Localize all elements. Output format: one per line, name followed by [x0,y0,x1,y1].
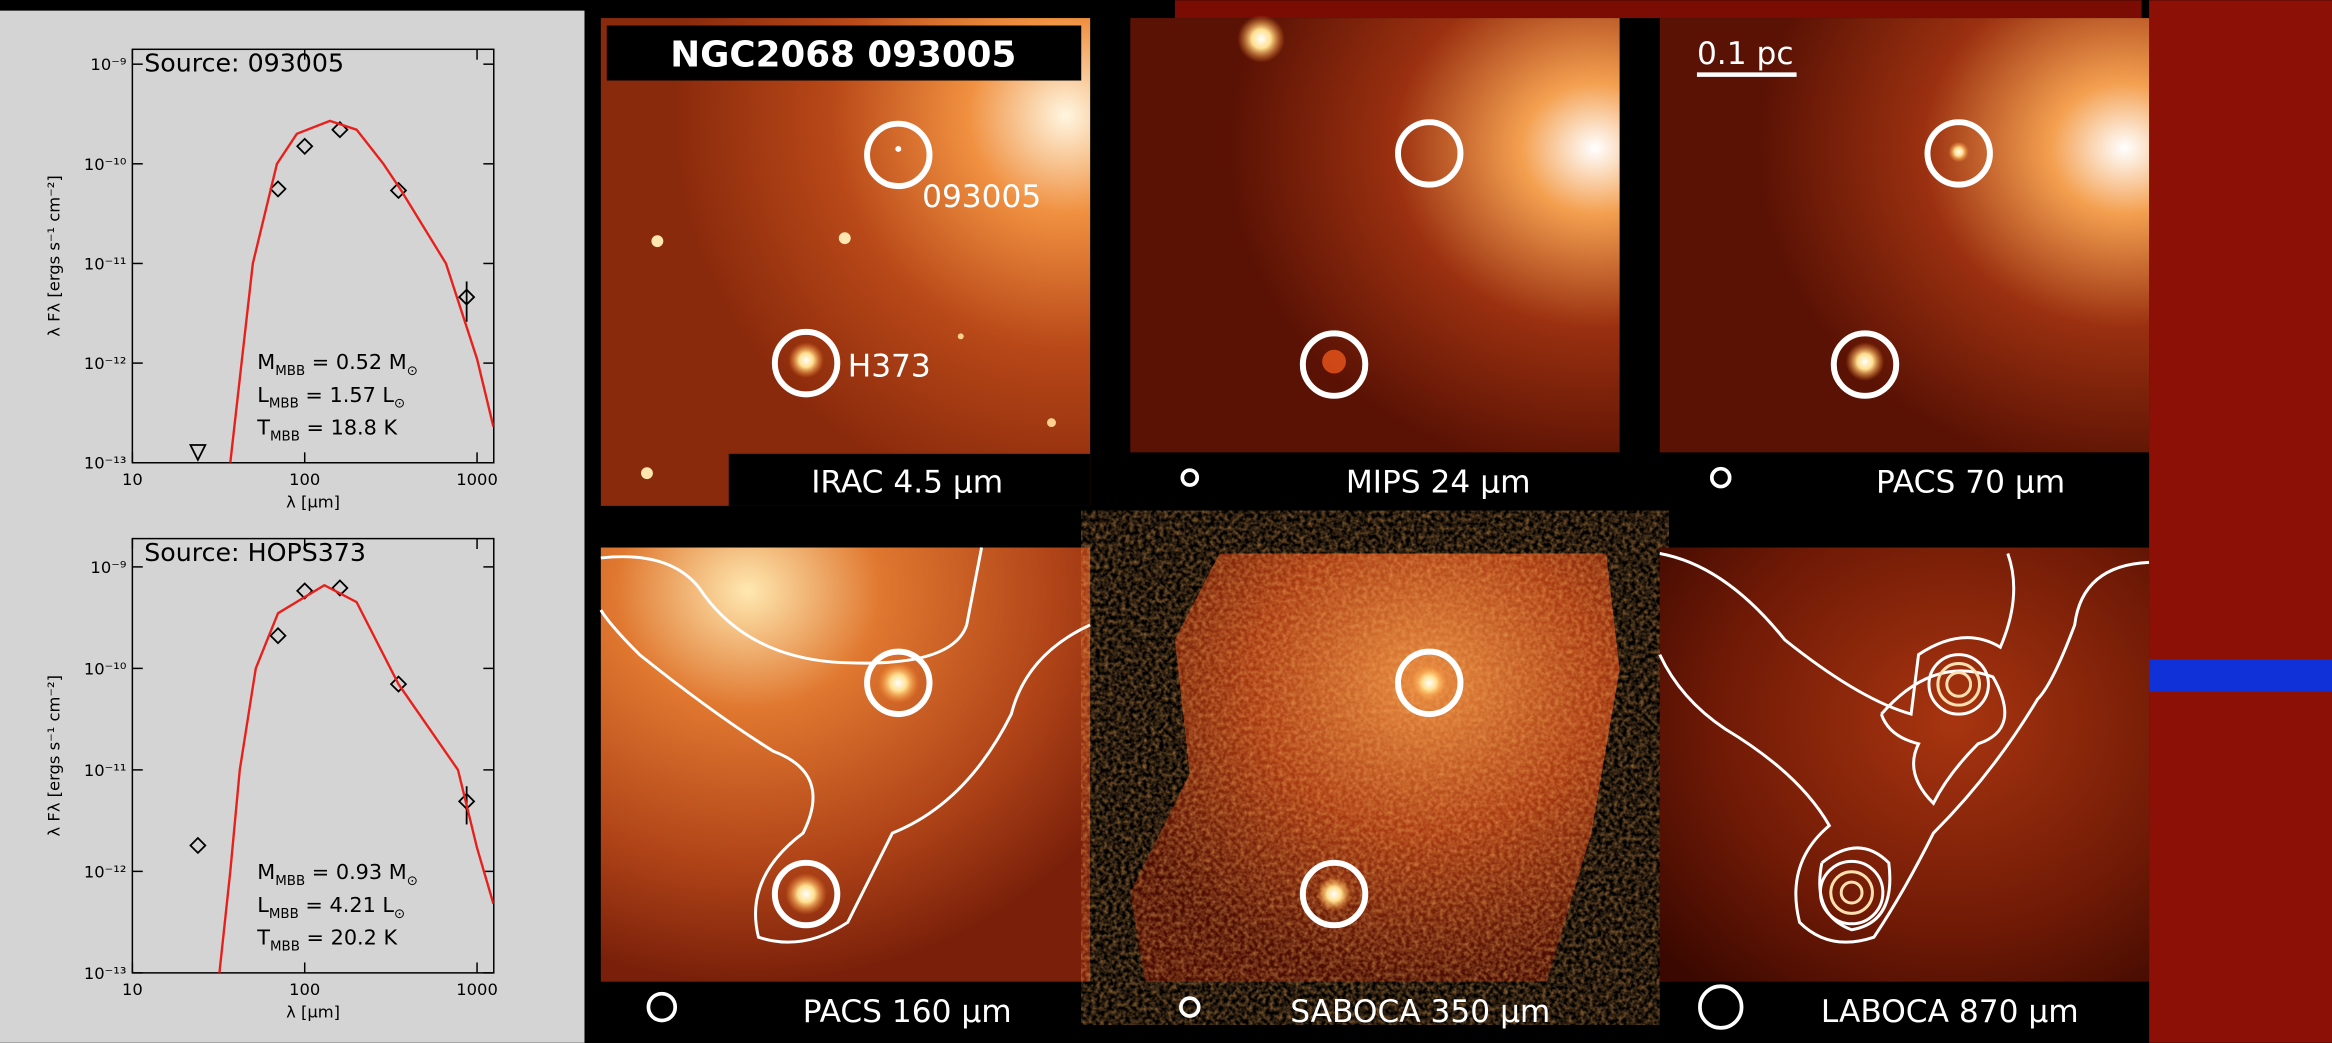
panel-label: SABOCA 350 μm [1290,994,1550,1030]
image-panel-part [1130,553,1619,981]
image-panel-part [1660,18,2149,452]
image-panel-part [641,467,653,479]
y-axis-label: λ Fλ [ergs s⁻¹ cm⁻²] [44,675,63,836]
background-part [1175,0,2142,18]
annotation-sub: ⊙ [407,364,418,379]
panel-label: MIPS 24 μm [1346,465,1531,501]
image-panel-part [877,662,919,704]
y-tick-label: 10⁻¹³ [84,964,127,983]
annotation-sub: MBB [269,907,299,922]
x-tick-label: 100 [289,470,320,489]
x-tick-label: 10 [122,470,143,489]
annotation-sub: ⊙ [407,874,418,889]
annotation-symbol: T [256,926,270,950]
panel-label: LABOCA 870 μm [1821,994,2079,1030]
background-part [2149,0,2332,1043]
image-panel-part [1316,876,1352,912]
y-tick-label: 10⁻¹¹ [84,254,127,273]
chart-title: Source: 093005 [144,49,344,78]
y-tick-label: 10⁻⁹ [90,558,126,577]
y-tick-label: 10⁻¹² [84,354,127,373]
x-axis-label: λ [μm] [286,492,340,511]
image-panel [1660,18,2149,506]
image-panel-part [895,146,901,152]
annotation-sub: ⊙ [394,397,405,412]
image-panel-part [601,18,1090,506]
image-panel-part [1948,142,1969,163]
annotation-text: = 0.52 M [305,350,407,374]
annotation-symbol: T [256,415,270,439]
x-tick-label: 1000 [456,980,498,999]
y-tick-label: 10⁻¹⁰ [84,659,127,678]
x-axis-label: λ [μm] [286,1002,340,1021]
annotation-symbol: L [257,383,269,407]
image-panel [1130,15,1619,506]
x-tick-label: 10 [122,980,143,999]
image-panel-part [1047,418,1056,427]
image-panel [601,18,1090,506]
image-panel-part [788,342,824,378]
image-panel [1660,548,2149,1042]
y-tick-label: 10⁻¹¹ [84,761,127,780]
annotation-sub: MBB [270,940,300,955]
image-panel-part [839,232,851,244]
y-tick-label: 10⁻¹⁰ [84,155,127,174]
annotation-text: = 4.21 L [299,893,395,917]
image-panel-part [785,873,827,915]
annotation-sub: MBB [275,874,305,889]
source-label: H373 [848,349,931,385]
annotation-text: = 0.93 M [305,860,407,884]
annotation-sub: MBB [270,429,300,444]
image-panel-part [1237,15,1285,63]
image-panel-part [1846,342,1885,381]
annotation-sub: MBB [275,364,305,379]
annotation-symbol: M [257,860,275,884]
annotation-symbol: M [257,350,275,374]
annotation-symbol: L [257,893,269,917]
annotation-text: = 18.8 K [300,415,399,439]
header: NGC2068 093005 [670,35,1016,76]
scalebar-label: 0.1 pc [1697,36,1794,72]
annotation-sub: ⊙ [394,907,405,922]
image-panel-part [651,235,663,247]
panel-label: PACS 70 μm [1876,465,2065,501]
annotation-text: = 20.2 K [300,926,399,950]
y-axis-label: λ Fλ [ergs s⁻¹ cm⁻²] [44,175,63,336]
image-panel-part [1411,665,1447,701]
source-label: 093005 [922,179,1041,215]
image-panel-part [1322,350,1346,374]
x-tick-label: 100 [289,980,320,999]
image-panel-part [601,548,1090,982]
image-panel [601,548,1090,1042]
x-tick-label: 1000 [456,470,498,489]
image-panel-part [1130,18,1619,452]
y-tick-label: 10⁻¹² [84,862,127,881]
annotation-sub: MBB [269,397,299,412]
chart-title: Source: HOPS373 [144,538,366,567]
y-tick-label: 10⁻¹³ [84,454,127,473]
image-panel-part [958,333,964,339]
panel-label: PACS 160 μm [803,994,1012,1030]
annotation-text: = 1.57 L [299,383,395,407]
panel-label: IRAC 4.5 μm [811,465,1003,501]
figure: NGC2068 093005 093005 H373 0.1 pc IRAC 4… [0,0,2332,1043]
y-tick-label: 10⁻⁹ [90,55,126,74]
image-panel [1130,553,1619,1016]
